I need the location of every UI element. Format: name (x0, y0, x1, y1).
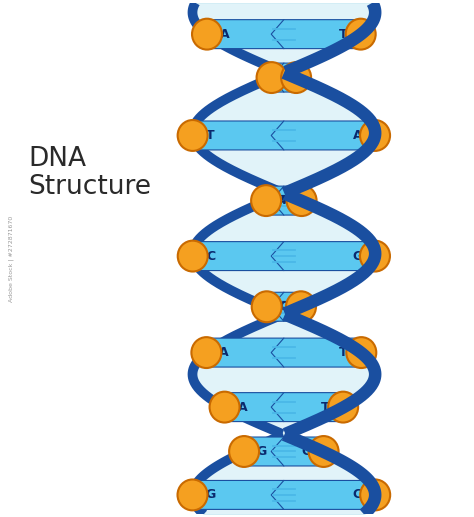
Polygon shape (271, 63, 296, 92)
Polygon shape (244, 437, 297, 466)
Text: T: T (206, 129, 215, 142)
Circle shape (178, 120, 208, 151)
Circle shape (256, 62, 287, 93)
Text: C: C (279, 300, 288, 313)
Text: C: C (301, 445, 310, 458)
Circle shape (286, 291, 316, 322)
Text: G: G (352, 250, 362, 263)
Circle shape (360, 240, 390, 271)
Text: G: G (279, 300, 290, 313)
Text: G: G (284, 71, 294, 84)
Text: C: C (274, 71, 283, 84)
Circle shape (191, 337, 221, 368)
Circle shape (309, 436, 338, 467)
Circle shape (251, 185, 281, 216)
Polygon shape (271, 437, 324, 466)
Circle shape (287, 185, 317, 216)
Polygon shape (271, 186, 301, 215)
Circle shape (178, 240, 208, 271)
Text: A: A (279, 194, 289, 207)
Text: A: A (237, 401, 247, 414)
Text: T: T (338, 27, 347, 41)
Text: G: G (257, 445, 267, 458)
Polygon shape (271, 241, 375, 270)
Text: C: C (353, 489, 362, 501)
Polygon shape (207, 20, 297, 49)
Text: G: G (205, 489, 215, 501)
Polygon shape (267, 292, 297, 321)
Circle shape (177, 479, 208, 510)
Circle shape (210, 392, 239, 422)
Polygon shape (271, 338, 361, 367)
Text: A: A (219, 346, 229, 359)
Text: Adobe Stock | #272871670: Adobe Stock | #272871670 (9, 216, 14, 301)
Polygon shape (266, 186, 297, 215)
Polygon shape (272, 63, 297, 92)
Circle shape (346, 337, 376, 368)
Text: T: T (280, 194, 288, 207)
Polygon shape (206, 338, 297, 367)
Text: C: C (206, 250, 215, 263)
Text: A: A (220, 27, 229, 41)
Polygon shape (225, 392, 297, 421)
Text: T: T (339, 346, 348, 359)
Circle shape (252, 291, 282, 322)
Polygon shape (271, 292, 301, 321)
Polygon shape (192, 121, 297, 150)
Circle shape (229, 436, 259, 467)
Circle shape (281, 62, 311, 93)
Text: DNA
Structure: DNA Structure (28, 146, 152, 200)
Circle shape (360, 120, 390, 151)
Circle shape (192, 19, 222, 50)
Polygon shape (192, 480, 297, 509)
Polygon shape (271, 480, 375, 509)
Polygon shape (271, 121, 375, 150)
Text: A: A (353, 129, 362, 142)
Circle shape (360, 479, 390, 510)
Polygon shape (271, 392, 343, 421)
Circle shape (346, 19, 376, 50)
Text: T: T (321, 401, 329, 414)
Polygon shape (193, 241, 297, 270)
Circle shape (328, 392, 358, 422)
Polygon shape (271, 20, 361, 49)
